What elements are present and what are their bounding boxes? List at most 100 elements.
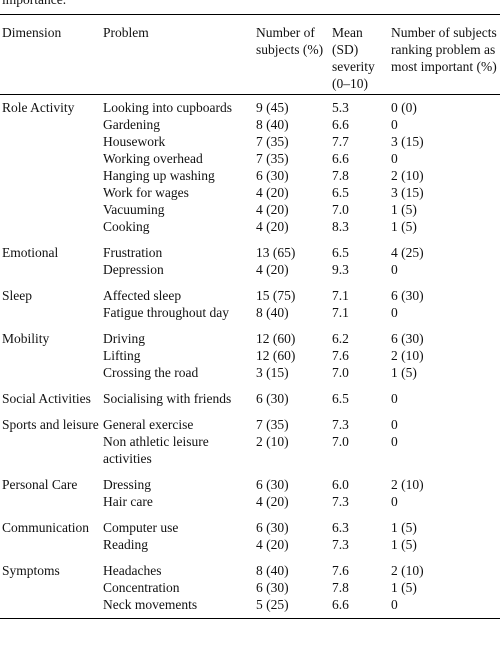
table-row: Vacuuming 4 (20) 7.0 1 (5): [0, 201, 500, 218]
column-header: Problem: [103, 25, 149, 40]
cell: 7.1: [332, 305, 349, 320]
table-row: Housework 7 (35) 7.7 3 (15): [0, 133, 500, 150]
cell: 4 (25): [391, 245, 424, 260]
cell: 0: [391, 151, 398, 166]
table-row: Neck movements 5 (25) 6.6 0: [0, 596, 500, 619]
cell: Non athletic leisure activities: [103, 434, 209, 466]
table-row: Concentration 6 (30) 7.8 1 (5): [0, 579, 500, 596]
cell: 0: [391, 494, 398, 509]
cell: 4 (20): [256, 537, 289, 552]
cell: Housework: [103, 134, 166, 149]
cell: Computer use: [103, 520, 179, 535]
cell: 3 (15): [391, 185, 424, 200]
cell: 4 (20): [256, 202, 289, 217]
table-row: Hair care 4 (20) 7.3 0: [0, 493, 500, 510]
table-row: Symptoms Headaches 8 (40) 7.6 2 (10): [0, 553, 500, 579]
cell: 6.6: [332, 117, 349, 132]
cell: Neck movements: [103, 597, 198, 612]
cell: 9 (45): [256, 100, 289, 115]
cell: 8.3: [332, 219, 349, 234]
cell: Looking into cupboards: [103, 100, 232, 115]
cell: Vacuuming: [103, 202, 165, 217]
cell: 7.3: [332, 417, 349, 432]
cell: 0 (0): [391, 100, 417, 115]
cell: 3 (15): [256, 365, 289, 380]
cell: Hair care: [103, 494, 153, 509]
cell: 0: [391, 434, 398, 449]
cell: 7.6: [332, 563, 349, 578]
cell: 9.3: [332, 262, 349, 277]
table-row: Depression 4 (20) 9.3 0: [0, 261, 500, 278]
cell: 0: [391, 597, 398, 612]
table: Dimension Problem Number of subjects (%) Me…: [0, 14, 500, 619]
cell: 1 (5): [391, 580, 417, 595]
cell: 8 (40): [256, 117, 289, 132]
cell: 13 (65): [256, 245, 296, 260]
cell: Frustration: [103, 245, 163, 260]
cell: 7.8: [332, 580, 349, 595]
cell: 7.0: [332, 365, 349, 380]
table-row: Emotional Frustration 13 (65) 6.5 4 (25): [0, 235, 500, 261]
cell: 6 (30): [256, 477, 289, 492]
table-row: Sports and leisure General exercise 7 (35)…: [0, 407, 500, 433]
cell: 4 (20): [256, 185, 289, 200]
cell: Depression: [103, 262, 164, 277]
cell: 12 (60): [256, 348, 296, 363]
cell: 5 (25): [256, 597, 289, 612]
table-row: Lifting 12 (60) 7.6 2 (10): [0, 347, 500, 364]
cell: 7.3: [332, 537, 349, 552]
cell: 2 (10): [391, 563, 424, 578]
cell: 6.6: [332, 151, 349, 166]
cell: 6 (30): [256, 391, 289, 406]
cell: 4 (20): [256, 262, 289, 277]
dimension-cell: Mobility: [2, 331, 50, 346]
cell: 6.2: [332, 331, 349, 346]
cell: 2 (10): [391, 477, 424, 492]
cell: 0: [391, 262, 398, 277]
table-row: Role Activity Looking into cupboards 9 (45…: [0, 95, 500, 117]
cell: 7.1: [332, 288, 349, 303]
cell: Gardening: [103, 117, 160, 132]
cell: Driving: [103, 331, 145, 346]
table-row: Non athletic leisure activities 2 (10) 7.0…: [0, 433, 500, 467]
cell: 1 (5): [391, 219, 417, 234]
cell: 6 (30): [256, 520, 289, 535]
table-row: Cooking 4 (20) 8.3 1 (5): [0, 218, 500, 235]
table-row: Fatigue throughout day 8 (40) 7.1 0: [0, 304, 500, 321]
caption: importance.: [2, 0, 66, 8]
dimension-cell: Role Activity: [2, 100, 75, 115]
table-body: Role Activity Looking into cupboards 9 (45…: [0, 95, 500, 619]
cell: 7.0: [332, 202, 349, 217]
cell: 0: [391, 391, 398, 406]
cell: 7.7: [332, 134, 349, 149]
cell: 2 (10): [391, 348, 424, 363]
table-row: Working overhead 7 (35) 6.6 0: [0, 150, 500, 167]
table-row: Hanging up washing 6 (30) 7.8 2 (10): [0, 167, 500, 184]
cell: 0: [391, 305, 398, 320]
cell: 6.0: [332, 477, 349, 492]
cell: Fatigue throughout day: [103, 305, 229, 320]
dimension-cell: Communication: [2, 520, 89, 535]
column-header: Dimension: [2, 25, 62, 40]
cell: 1 (5): [391, 365, 417, 380]
dimension-cell: Sports and leisure: [2, 417, 99, 432]
cell: 8 (40): [256, 563, 289, 578]
cell: Affected sleep: [103, 288, 182, 303]
cell: 0: [391, 117, 398, 132]
cell: 7 (35): [256, 151, 289, 166]
cell: Cooking: [103, 219, 150, 234]
table-row: Reading 4 (20) 7.3 1 (5): [0, 536, 500, 553]
cell: 7 (35): [256, 134, 289, 149]
cell: 6 (30): [256, 168, 289, 183]
dimension-cell: Sleep: [2, 288, 32, 303]
cell: 7.6: [332, 348, 349, 363]
cell: 6.5: [332, 245, 349, 260]
cell: 2 (10): [391, 168, 424, 183]
cell: 4 (20): [256, 219, 289, 234]
cell: 2 (10): [256, 434, 289, 449]
cell: 7.8: [332, 168, 349, 183]
cell: 3 (15): [391, 134, 424, 149]
column-header: Mean (SD) severity (0–10): [332, 25, 375, 91]
dimension-cell: Personal Care: [2, 477, 78, 492]
